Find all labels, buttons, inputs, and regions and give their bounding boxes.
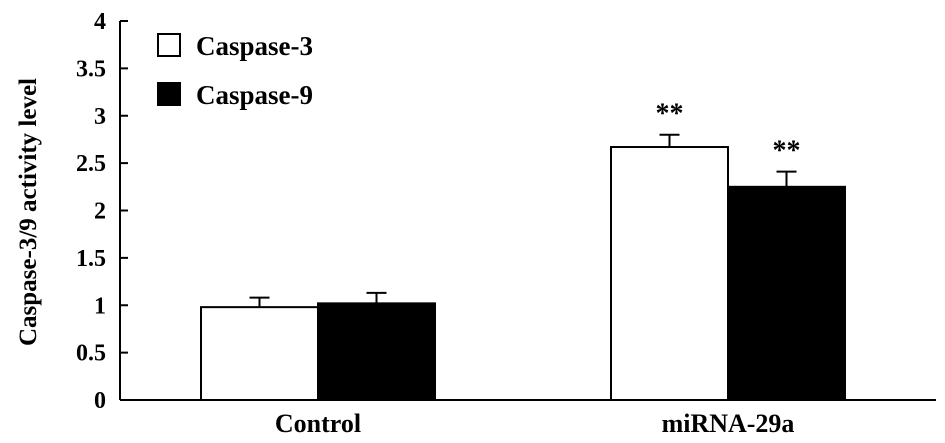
x-category-label: miRNA-29a xyxy=(662,409,795,438)
y-axis-title: Caspase-3/9 activity level xyxy=(15,78,42,346)
y-tick-label: 1 xyxy=(94,293,106,319)
y-tick-label: 2 xyxy=(94,199,106,225)
annotations: ** ** xyxy=(656,99,801,167)
y-tick-label: 1.5 xyxy=(76,246,106,272)
legend-label: Caspase-3 xyxy=(196,31,313,61)
bars xyxy=(200,133,846,402)
y-tick-label: 0 xyxy=(94,388,106,414)
significance-marker: ** xyxy=(773,136,801,167)
y-tick-label: 0.5 xyxy=(76,341,106,367)
legend-swatch xyxy=(157,82,181,106)
legend-swatch xyxy=(157,33,181,57)
legend-label: Caspase-9 xyxy=(196,80,313,110)
bar-caspase-3-0 xyxy=(200,306,319,401)
bar-caspase-9-1 xyxy=(727,185,846,401)
y-tick-label: 2.5 xyxy=(76,151,106,177)
y-tick-label: 4 xyxy=(94,9,106,35)
x-category-label: Control xyxy=(275,409,361,438)
bar-caspase-9-0 xyxy=(317,302,436,402)
bar-caspase-3-1 xyxy=(610,146,729,401)
y-tick-label: 3.5 xyxy=(76,56,106,82)
legend: Caspase-3 Caspase-9 xyxy=(157,31,313,110)
y-tick-label: 3 xyxy=(94,104,106,130)
significance-marker: ** xyxy=(656,99,684,130)
